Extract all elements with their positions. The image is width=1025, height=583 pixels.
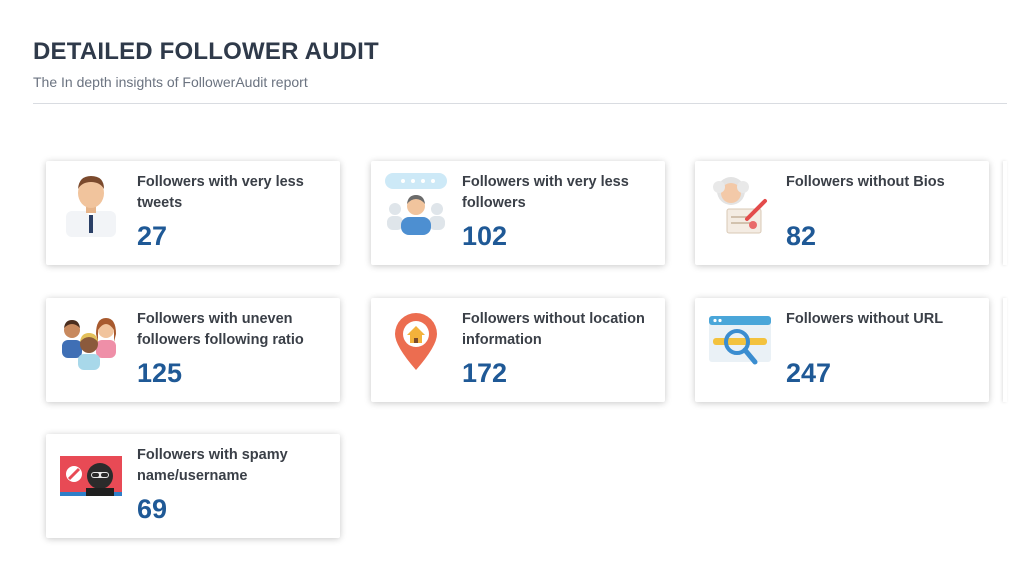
- card-value: 82: [786, 221, 817, 251]
- group-people-icon: [58, 308, 124, 374]
- card-value: 102: [462, 221, 508, 251]
- card-less-followers[interactable]: Followers with very less followers 102: [371, 161, 665, 265]
- card-without-bios[interactable]: Followers without Bios 82: [695, 161, 989, 265]
- lonely-user-icon: [383, 171, 449, 237]
- header-divider: [33, 103, 1007, 104]
- card-less-tweets[interactable]: Followers with very less tweets 27: [46, 161, 340, 265]
- card-uneven-ratio[interactable]: Followers with uneven followers followin…: [46, 298, 340, 402]
- card-value: 69: [137, 494, 168, 524]
- location-pin-icon: [383, 308, 449, 374]
- businessman-icon: [58, 171, 124, 237]
- card-label: Followers without Bios: [786, 174, 945, 190]
- card-edge-partial: [1003, 161, 1007, 265]
- page-title: DETAILED FOLLOWER AUDIT: [33, 38, 379, 65]
- card-label: Followers with uneven followers followin…: [137, 311, 304, 348]
- card-without-location[interactable]: Followers without location information 1…: [371, 298, 665, 402]
- page-subtitle: The In depth insights of FollowerAudit r…: [33, 74, 308, 90]
- card-value: 172: [462, 358, 508, 388]
- card-spamy-name[interactable]: Followers with spamy name/username 69: [46, 434, 340, 538]
- card-without-url[interactable]: Followers without URL 247: [695, 298, 989, 402]
- card-edge-partial: [1003, 298, 1007, 402]
- url-search-icon: [707, 308, 773, 374]
- card-value: 27: [137, 221, 168, 251]
- card-label: Followers with spamy name/username: [137, 447, 288, 484]
- page-header: DETAILED FOLLOWER AUDIT The In depth ins…: [33, 38, 379, 90]
- card-label: Followers with very less tweets: [137, 174, 304, 211]
- card-label: Followers without location information: [462, 311, 645, 348]
- card-label: Followers without URL: [786, 311, 944, 327]
- card-label: Followers with very less followers: [462, 174, 629, 211]
- spam-hacker-icon: [58, 444, 124, 510]
- writing-elder-icon: [707, 171, 773, 237]
- card-value: 247: [786, 358, 832, 388]
- card-value: 125: [137, 358, 183, 388]
